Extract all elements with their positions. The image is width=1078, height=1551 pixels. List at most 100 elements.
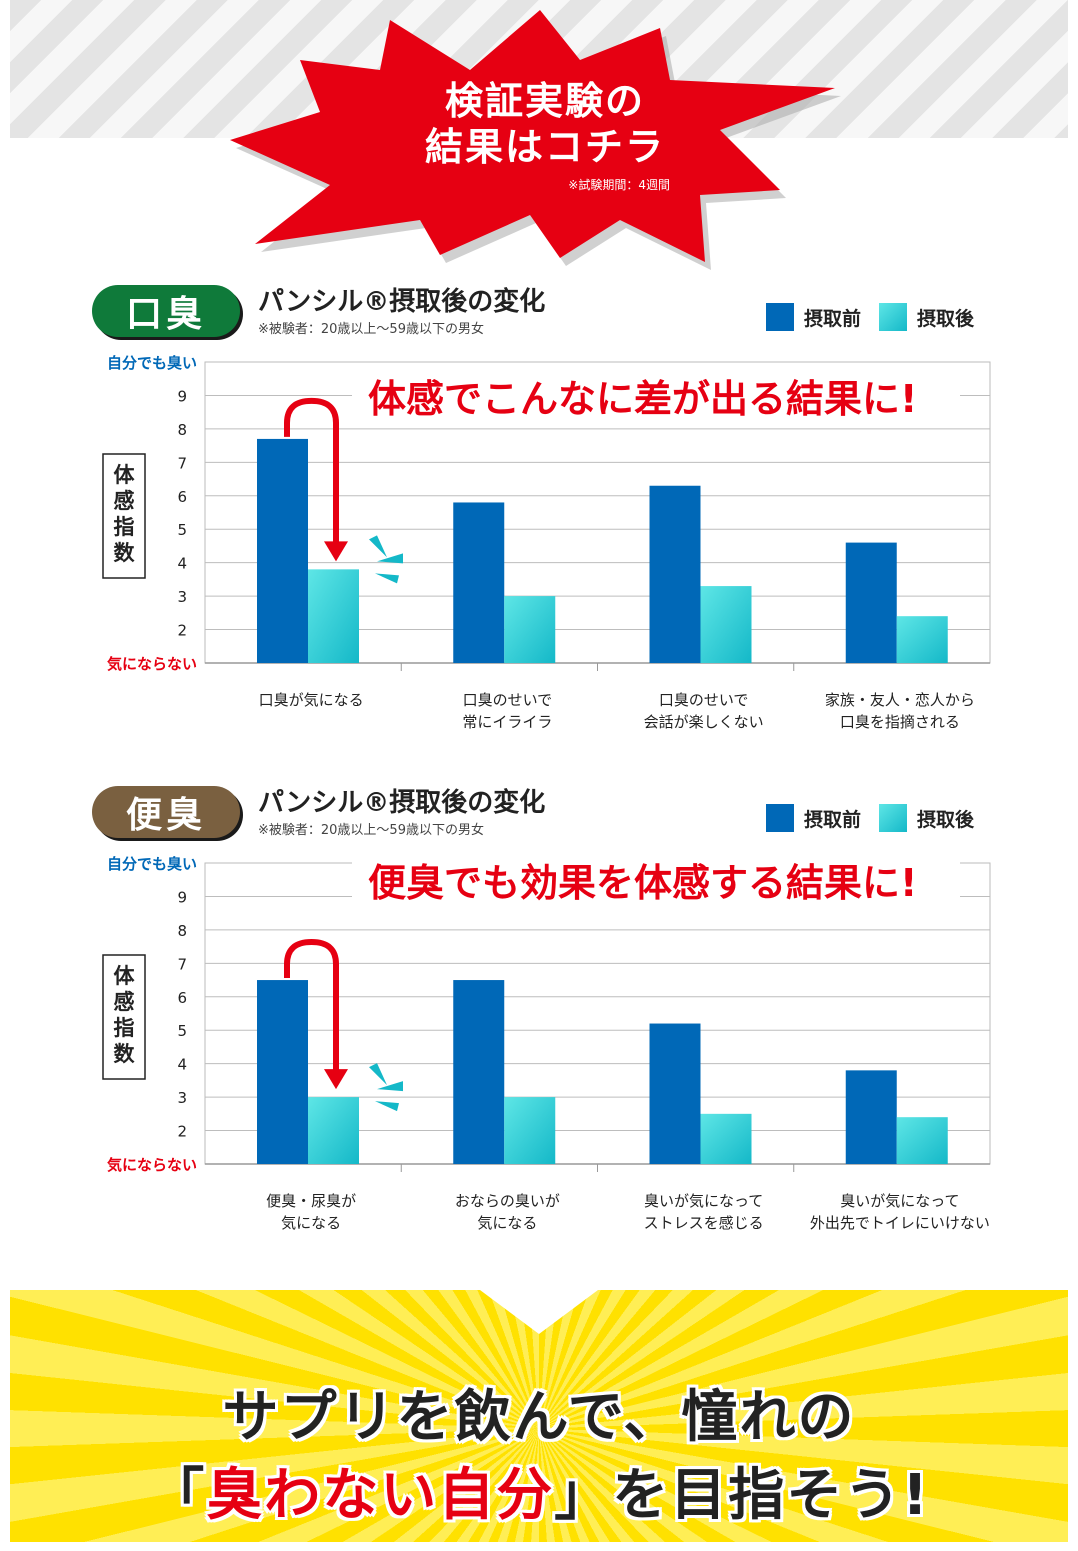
callout-text: 便臭でも効果を体感する結果に!	[368, 861, 917, 905]
bar-before	[453, 502, 505, 663]
legend-label-after: 摂取後	[917, 307, 975, 330]
category-label: 家族・友人・恋人から	[825, 691, 975, 709]
y-axis-title-box	[102, 453, 146, 579]
bar-after	[504, 1097, 556, 1164]
y-tick-label: 2	[177, 622, 187, 640]
callout-text: 体感でこんなに差が出る結果に!	[368, 377, 917, 421]
category-label: 口臭を指摘される	[840, 713, 960, 731]
legend-item-before: 摂取前	[766, 804, 861, 832]
bar-before	[845, 542, 897, 663]
category-label: おならの臭いが	[455, 1192, 560, 1210]
y-tick-label: 4	[177, 555, 187, 573]
bar-before	[845, 1070, 897, 1164]
bar-before	[257, 438, 308, 663]
bar-after	[896, 616, 948, 663]
banner-line2: 「臭わない自分」を目指そう!	[10, 1450, 1068, 1531]
y-tick-label: 8	[177, 421, 187, 439]
y-axis-title-char: 体	[114, 964, 136, 988]
badge-body-odor: 便臭	[92, 786, 240, 838]
emphasis-mark	[375, 573, 399, 584]
emphasis-mark	[369, 535, 387, 558]
y-tick-label: 7	[177, 955, 187, 973]
category-label: 口臭のせいで	[659, 691, 749, 709]
banner-highlight: 臭わない自分	[206, 1463, 555, 1528]
banner-notch	[480, 1290, 598, 1334]
y-tick-label: 6	[177, 989, 187, 1007]
burst-title: 検証実験の 結果はコチラ	[380, 78, 710, 170]
red-burst-shape	[230, 10, 841, 270]
chart-title: パンシル®摂取後の変化	[258, 287, 546, 317]
y-tick-label: 2	[177, 1123, 187, 1141]
y-axis-title-char: 指	[114, 515, 135, 539]
arrow-head	[324, 1069, 348, 1090]
y-axis-title-char: 数	[114, 541, 136, 565]
legend-label-before: 摂取前	[804, 808, 862, 831]
category-label: 会話が楽しくない	[644, 713, 764, 731]
y-tick-label: 4	[177, 1056, 187, 1074]
chart-subtitle: ※被験者：20歳以上〜59歳以下の男女	[258, 823, 484, 838]
burst-title-line2: 結果はコチラ	[424, 125, 665, 169]
banner-bracket-open: 「	[148, 1463, 207, 1528]
y-tick-label: 7	[177, 454, 187, 472]
callout-background	[352, 860, 960, 910]
chart-legend: 摂取前 摂取後	[766, 803, 992, 833]
bar-after	[700, 1113, 752, 1164]
badge-mouth-odor: 口臭	[92, 285, 240, 337]
legend-swatch-after	[879, 303, 908, 331]
chart-section-body-odor: 便臭 パンシル®摂取後の変化 ※被験者：20歳以上〜59歳以下の男女 摂取前 摂…	[0, 776, 1078, 1246]
category-label: 口臭のせいで	[463, 691, 553, 709]
category-label: 外出先でトイレにいけない	[810, 1214, 990, 1232]
category-label: 口臭が気になる	[259, 691, 364, 709]
y-axis-title-char: 感	[114, 990, 135, 1014]
category-label: 便臭・尿臭が	[266, 1192, 356, 1210]
legend-swatch-before	[766, 804, 794, 832]
category-label: 気になる	[281, 1214, 341, 1232]
legend-label-after: 摂取後	[917, 808, 975, 831]
burst-title-line1: 検証実験の	[444, 79, 645, 123]
bar-before	[649, 1023, 701, 1164]
bar-after	[308, 569, 359, 663]
legend-item-after: 摂取後	[879, 804, 974, 832]
emphasis-mark	[377, 1081, 403, 1092]
emphasis-mark	[375, 1101, 399, 1112]
category-label: ストレスを感じる	[644, 1214, 764, 1232]
y-bottom-label: 気にならない	[107, 1156, 197, 1174]
y-axis-title-box	[102, 954, 146, 1080]
emphasis-mark	[369, 1063, 387, 1086]
y-tick-label: 5	[177, 1022, 187, 1040]
category-label: 気になる	[477, 1214, 537, 1232]
banner-line2-end: 」を目指そう!	[554, 1463, 930, 1528]
y-tick-label: 3	[177, 1089, 187, 1107]
chart-title: パンシル®摂取後の変化	[258, 788, 546, 818]
banner-line1: サプリを飲んで、憧れの	[222, 1385, 856, 1450]
chart-section-mouth-odor: 口臭 パンシル®摂取後の変化 ※被験者：20歳以上〜59歳以下の男女 摂取前 摂…	[0, 275, 1078, 745]
legend-label-before: 摂取前	[804, 307, 862, 330]
legend-item-before: 摂取前	[766, 303, 861, 331]
bottom-banner: サプリを飲んで、憧れの 「臭わない自分」を目指そう!	[10, 1290, 1068, 1542]
bar-after	[504, 596, 556, 663]
bar-after	[700, 586, 752, 663]
y-axis-title-char: 感	[114, 489, 135, 513]
down-arrow	[284, 939, 339, 1072]
test-period-note: ※試験期間：4週間	[568, 178, 670, 192]
bar-before	[649, 485, 701, 663]
bar-after	[896, 1117, 948, 1164]
legend-swatch-after	[879, 804, 908, 832]
legend-item-after: 摂取後	[879, 303, 974, 331]
y-tick-label: 8	[177, 922, 187, 940]
legend-swatch-before	[766, 303, 794, 331]
category-label: 常にイライラ	[462, 713, 552, 731]
y-axis-title-char: 体	[114, 463, 136, 487]
category-label: 臭いが気になって	[840, 1192, 959, 1210]
y-bottom-label: 気にならない	[107, 655, 197, 673]
results-header: 検証実験の 結果はコチラ ※試験期間：4週間	[0, 0, 1078, 275]
emphasis-mark	[377, 553, 403, 564]
y-top-label: 自分でも臭い	[107, 354, 197, 372]
callout-background	[352, 376, 960, 426]
category-label: 臭いが気になって	[644, 1192, 763, 1210]
y-axis-title-char: 指	[114, 1016, 135, 1040]
y-tick-label: 9	[177, 387, 187, 405]
bar-before	[453, 980, 505, 1164]
